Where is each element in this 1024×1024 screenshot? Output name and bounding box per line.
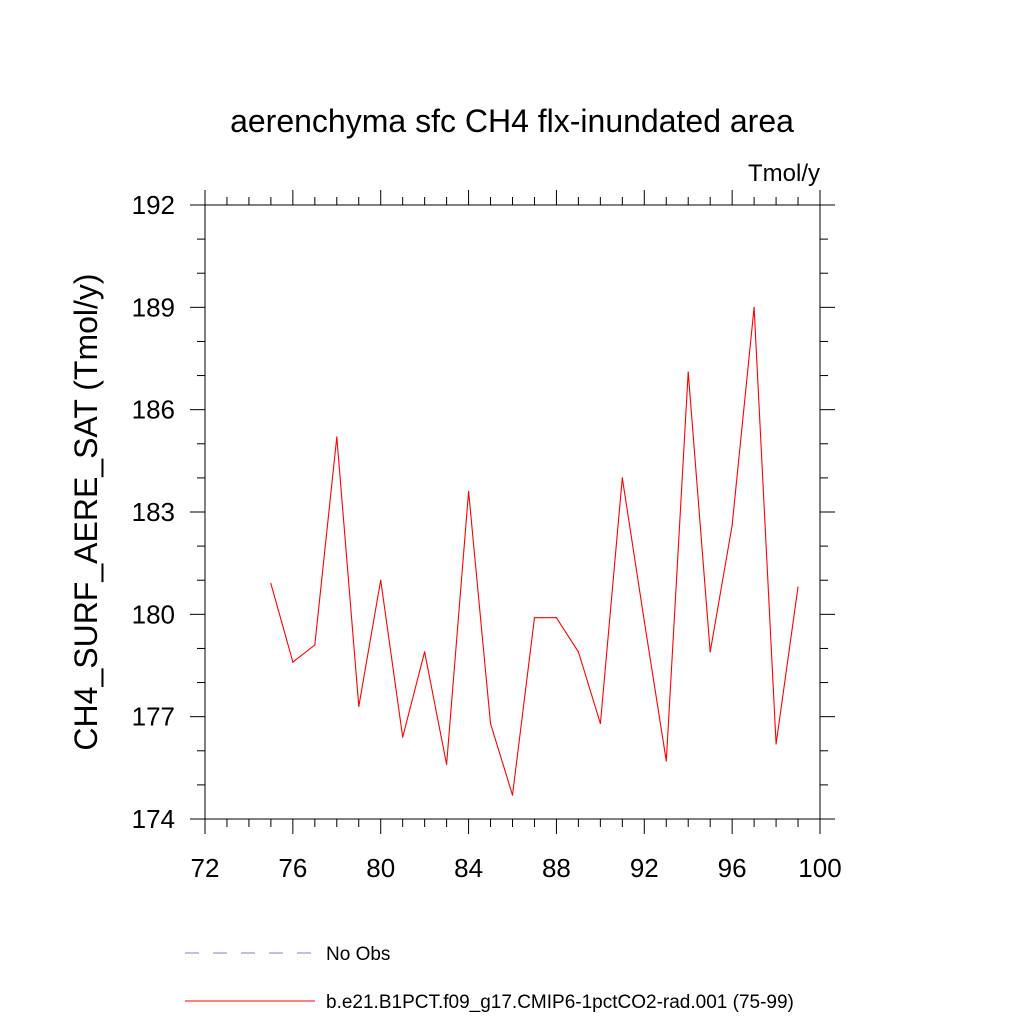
data-point [643,620,645,622]
axis-ticks [190,190,835,834]
y-tick-label: 183 [132,497,175,527]
x-tick-label: 96 [718,853,747,883]
y-tick-label: 174 [132,804,175,834]
data-point [358,705,360,708]
data-point [533,617,536,619]
data-point [270,583,272,585]
series-layer [270,306,799,796]
data-point [314,644,316,646]
x-tick-label: 92 [630,853,659,883]
units-label: Tmol/y [748,160,820,187]
y-axis-label: CH4_SURF_AERE_SAT (Tmol/y) [68,273,104,750]
data-point [621,477,623,479]
data-point [292,661,294,663]
y-tick-label: 192 [132,190,175,220]
data-point [753,306,755,308]
legend-label-model-run: b.e21.B1PCT.f09_g17.CMIP6-1pctCO2-rad.00… [326,992,794,1013]
data-point [446,763,448,766]
data-point [489,722,492,725]
legend: No Obs b.e21.B1PCT.f09_g17.CMIP6-1pctCO2… [185,944,794,1013]
data-point [797,586,799,588]
data-point [687,371,689,373]
data-point [467,490,470,493]
data-point [336,436,338,438]
legend-label-no-obs: No Obs [326,944,390,965]
y-tick-label: 177 [132,702,175,732]
x-tick-label: 84 [454,853,483,883]
chart-title: aerenchyma sfc CH4 flx-inundated area [230,103,794,139]
data-point [577,651,579,653]
data-point [402,736,404,738]
data-point [599,722,601,725]
x-tick-label: 72 [191,853,220,883]
data-point [775,743,777,745]
data-point [380,579,382,581]
x-tick-label: 80 [366,853,395,883]
data-point [555,617,558,619]
data-point [424,651,426,653]
tick-labels: 72 76 80 84 88 92 96 100 174 177 180 183 186 189 192 [132,190,842,883]
x-tick-label: 88 [542,853,571,883]
series-line [270,307,799,796]
data-point [665,760,667,762]
x-tick-label: 100 [798,853,841,883]
x-tick-label: 76 [278,853,307,883]
data-point [709,651,711,653]
plot-frame [204,204,821,820]
data-point [511,794,514,796]
y-tick-label: 180 [132,599,175,629]
data-point [731,525,733,527]
y-tick-label: 186 [132,395,175,425]
y-tick-label: 189 [132,292,175,322]
